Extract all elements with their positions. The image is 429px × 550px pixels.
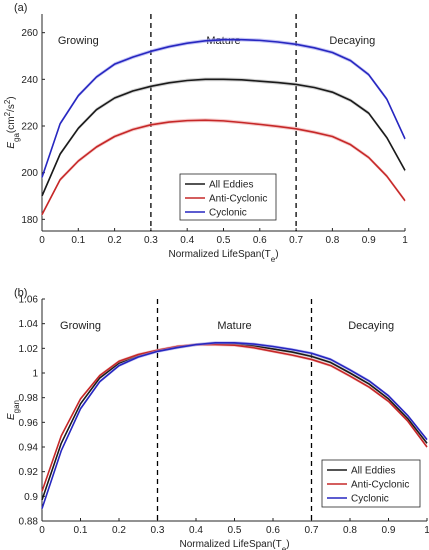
region-label: Growing [60,320,101,332]
x-tick-label: 0 [39,525,45,536]
x-tick-label: 0.9 [362,235,376,246]
x-tick-label: 0.3 [151,525,165,536]
y-tick-label: 0.92 [19,467,39,478]
x-axis-title: Normalized LifeSpan(Te) [168,249,278,264]
x-axis-title: Normalized LifeSpan(Te) [179,539,289,550]
y-tick-label: 1.04 [19,319,39,330]
region-label: Decaying [348,320,394,332]
y-axis-title: Ega(cm2/s2) [3,96,21,148]
panel-a-chart: 0 0.1 0.2 0.3 0.4 0.5 0.6 0.7 0.8 0.9 1 180 200 220 24… [3,2,409,264]
y-tick-label: 0.9 [24,492,38,503]
y-tick-label: 200 [21,168,38,179]
y-tick-label: 0.94 [19,443,39,454]
x-tick-label: 1 [402,235,408,246]
x-tick-label: 0.6 [253,235,267,246]
y-tick-label: 0.96 [19,418,39,429]
x-tick-label: 0.7 [305,525,319,536]
x-tick-label: 0 [39,235,45,246]
legend-entry: All Eddies [209,180,253,191]
region-label: Growing [58,35,99,47]
x-tick-label: 0.3 [144,235,158,246]
panel-label: (a) [14,2,27,14]
panel-b-chart: 0 0.1 0.2 0.3 0.4 0.5 0.6 0.7 0.8 0.9 1 0.88 0.9 0.92… [6,287,429,550]
series-line [41,343,428,492]
y-tick-label: 240 [21,75,38,86]
y-tick-label: 180 [21,215,38,226]
series-line [41,119,406,216]
x-tick-label: 0.7 [289,235,303,246]
y-tick-label: 220 [21,122,38,133]
series-line [41,38,406,178]
legend-entry: Anti-Cyclonic [209,194,267,205]
series-line [41,341,428,509]
x-tick-label: 1 [424,525,429,536]
y-axis-title: Egan [6,400,21,420]
legend-entry: Cyclonic [209,208,247,219]
y-tick-label: 1.06 [19,295,39,306]
x-tick-label: 0.1 [71,235,85,246]
legend-entry: All Eddies [351,466,395,477]
y-tick-label: 260 [21,28,38,39]
y-tick-label: 0.88 [19,517,39,528]
region-label: Mature [217,320,251,332]
x-tick-label: 0.5 [228,525,242,536]
legend-entry: Cyclonic [351,494,389,505]
x-tick-label: 0.5 [217,235,231,246]
y-tick-label: 0.98 [19,393,39,404]
y-tick-label: 1 [32,369,38,380]
x-tick-label: 0.8 [325,235,339,246]
series-line [41,78,406,197]
region-label: Decaying [329,35,375,47]
x-tick-label: 0.2 [108,235,122,246]
x-tick-label: 0.1 [74,525,88,536]
legend-entry: Anti-Cyclonic [351,480,409,491]
x-tick-label: 0.4 [180,235,194,246]
x-tick-label: 0.4 [189,525,203,536]
x-tick-label: 0.8 [343,525,357,536]
x-tick-label: 0.9 [382,525,396,536]
y-tick-label: 1.02 [19,344,39,355]
x-tick-label: 0.2 [112,525,126,536]
panel-label: (b) [14,287,27,299]
x-tick-label: 0.6 [266,525,280,536]
